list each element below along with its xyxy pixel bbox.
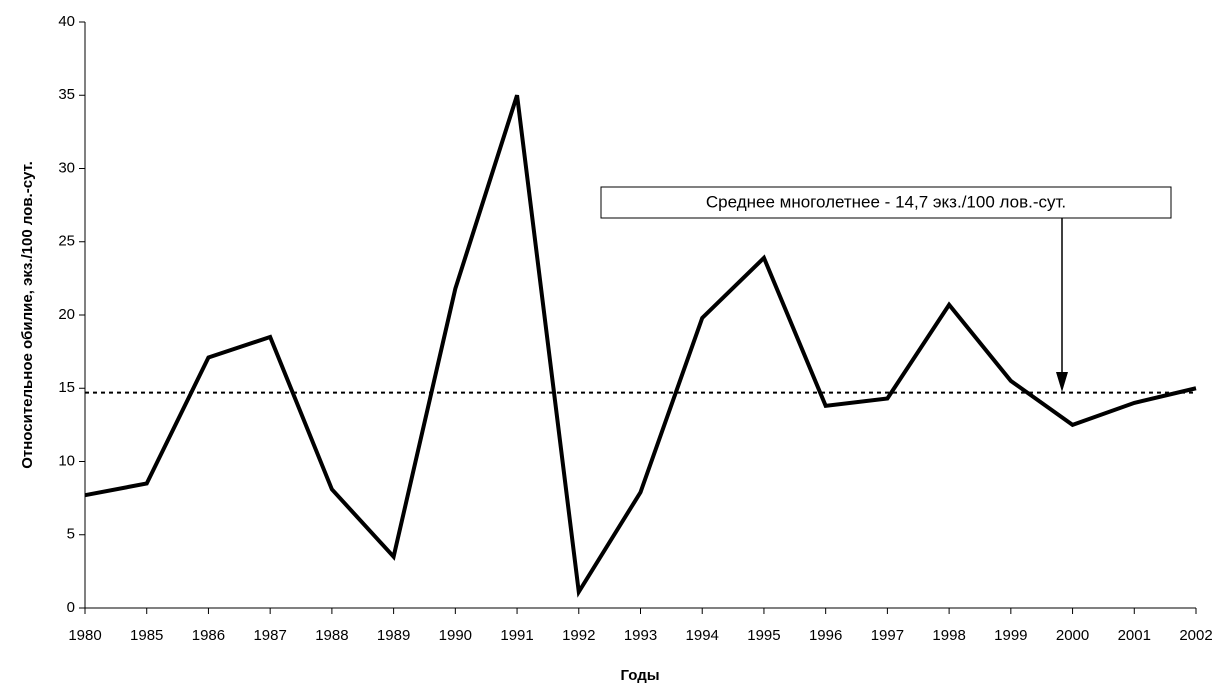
y-tick-label: 35	[58, 86, 75, 103]
x-tick-label: 2000	[1056, 627, 1089, 644]
x-tick-label: 1989	[377, 627, 410, 644]
x-tick-label: 2001	[1118, 627, 1151, 644]
x-tick-label: 1985	[130, 627, 163, 644]
annotation-box	[600, 186, 1172, 219]
x-tick-label: 1980	[68, 627, 101, 644]
x-tick-label: 1999	[994, 627, 1027, 644]
x-tick-label: 1988	[315, 627, 348, 644]
x-tick-label: 1998	[932, 627, 965, 644]
x-tick-label: 1993	[624, 627, 657, 644]
x-tick-label: 1994	[686, 627, 719, 644]
x-tick-label: 1991	[500, 627, 533, 644]
y-tick-label: 10	[58, 452, 75, 469]
x-tick-label: 1990	[439, 627, 472, 644]
annotation: Среднее многолетнее - 14,7 экз./100 лов.…	[706, 192, 1066, 211]
annotation-arrowhead	[1056, 372, 1068, 392]
x-tick-label: 1995	[747, 627, 780, 644]
x-tick-label: 1986	[192, 627, 225, 644]
x-tick-label: 1987	[253, 627, 286, 644]
y-tick-label: 0	[67, 599, 75, 616]
y-tick-label: 20	[58, 306, 75, 323]
y-tick-label: 25	[58, 233, 75, 250]
x-tick-label: 1996	[809, 627, 842, 644]
y-tick-label: 40	[58, 13, 75, 30]
x-axis-label: Годы	[620, 667, 659, 684]
x-tick-label: 1997	[871, 627, 904, 644]
y-tick-label: 15	[58, 379, 75, 396]
x-tick-label: 2002	[1179, 627, 1212, 644]
data-line	[84, 94, 1197, 598]
y-axis-label: Относительное обилие, экз./100 лов.-сут.	[19, 161, 36, 469]
x-tick-label: 1992	[562, 627, 595, 644]
y-tick-label: 30	[58, 159, 75, 176]
y-tick-label: 5	[67, 526, 75, 543]
